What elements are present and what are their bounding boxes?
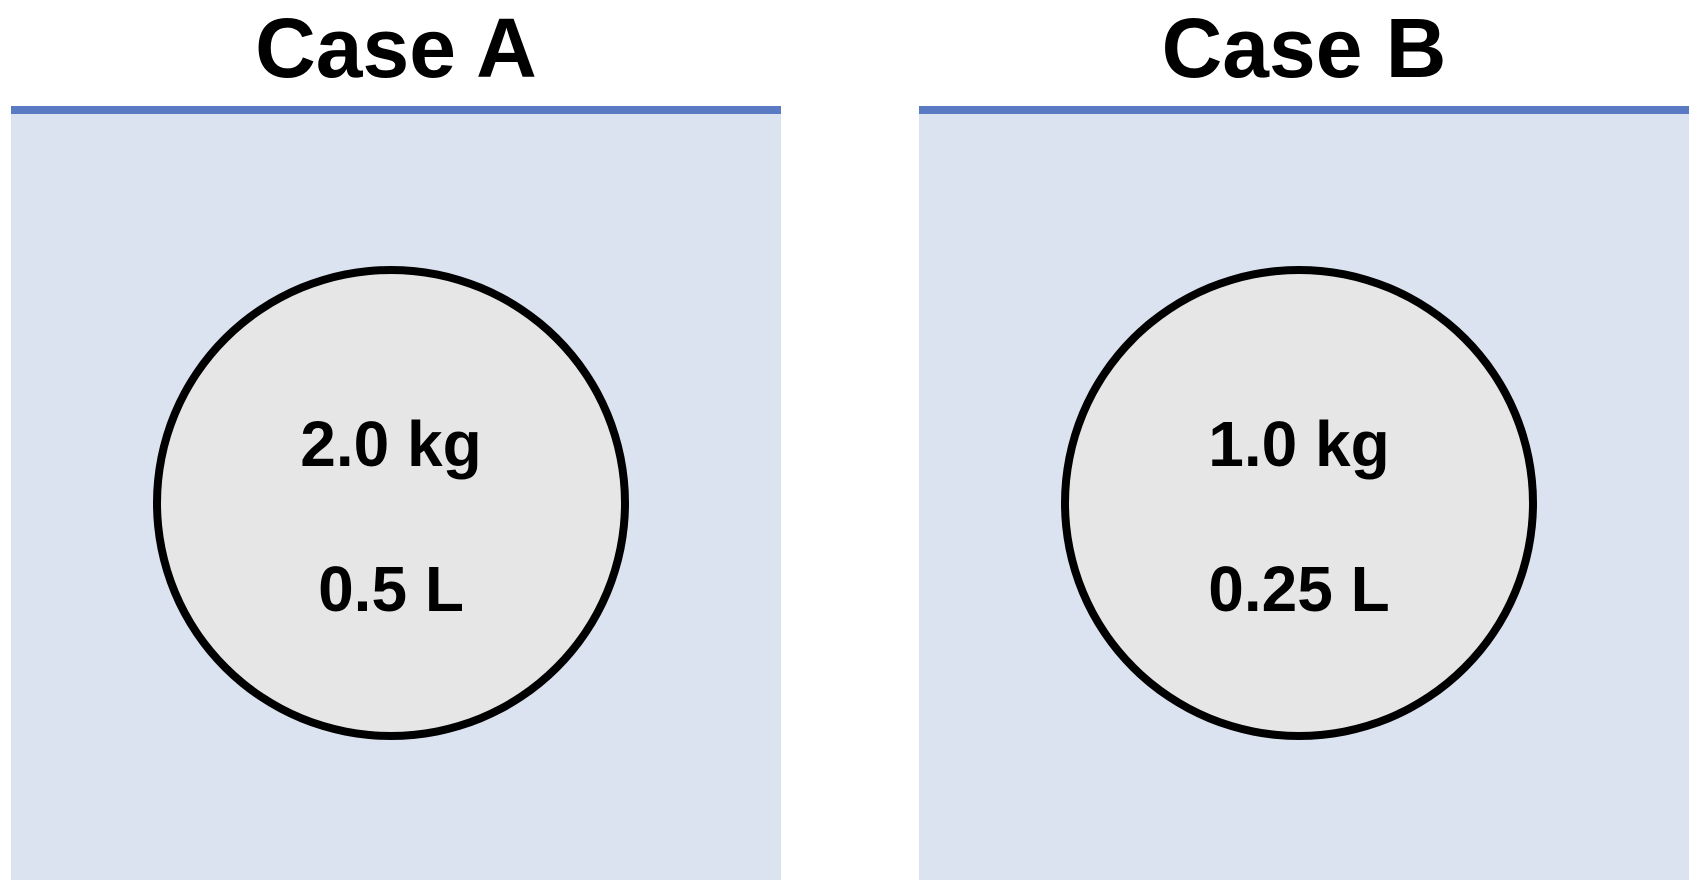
case-a-object: 2.0 kg 0.5 L: [153, 266, 629, 740]
case-a-mass-label: 2.0 kg: [300, 408, 482, 480]
case-a-volume-label: 0.5 L: [318, 553, 464, 625]
case-a-panel: Case A 2.0 kg 0.5 L: [11, 0, 781, 886]
case-b-volume-label: 0.25 L: [1208, 553, 1390, 625]
case-b-fluid-surface: [919, 106, 1689, 114]
case-a-title: Case A: [255, 1, 537, 95]
case-a-fluid: 2.0 kg 0.5 L: [11, 114, 781, 880]
case-b-mass-label: 1.0 kg: [1208, 408, 1390, 480]
case-a-fluid-surface: [11, 106, 781, 114]
case-b-panel: Case B 1.0 kg 0.25 L: [919, 0, 1689, 886]
case-b-title: Case B: [1161, 1, 1447, 95]
case-b-object: 1.0 kg 0.25 L: [1061, 266, 1537, 740]
case-b-fluid: 1.0 kg 0.25 L: [919, 114, 1689, 880]
